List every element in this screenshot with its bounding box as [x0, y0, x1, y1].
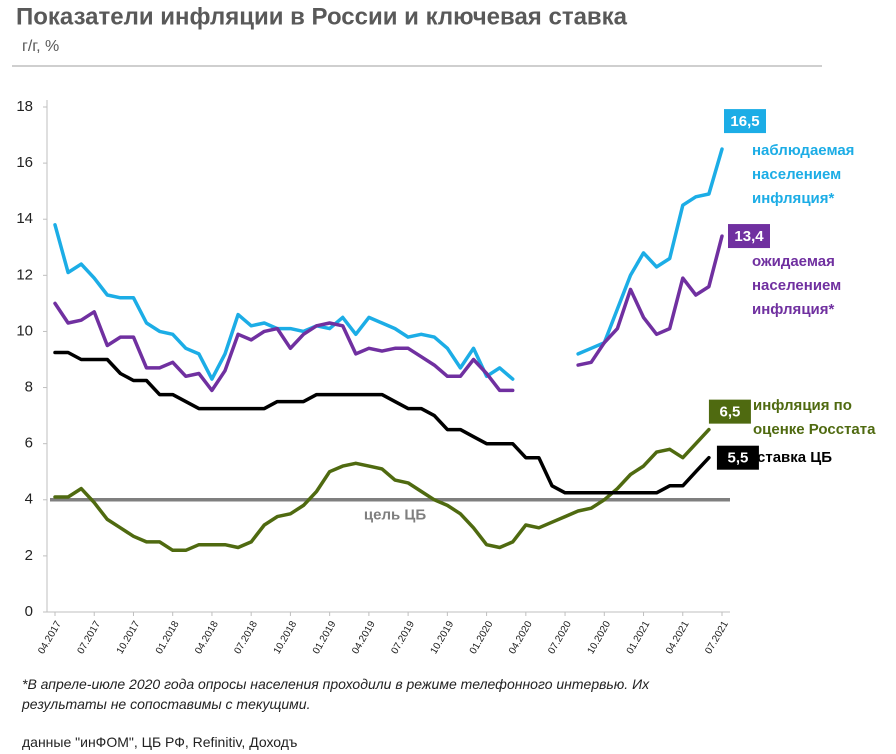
end-label: 5,5 [727, 450, 748, 467]
legend-label: наблюдаемая населением инфляция* [752, 142, 855, 208]
y-tick-label: 16 [16, 154, 33, 171]
y-tick-label: 2 [25, 547, 33, 564]
legend-label: ставка ЦБ [757, 448, 833, 466]
x-tick-label: 01.2021 [625, 619, 653, 656]
y-tick-label: 0 [25, 603, 33, 620]
y-tick-label: 8 [25, 379, 33, 396]
x-tick-label: 04.2018 [193, 619, 221, 656]
series-line [53, 350, 711, 495]
x-tick-label: 04.2021 [664, 619, 692, 656]
y-tick-label: 4 [25, 491, 33, 508]
end-label-box [724, 109, 766, 134]
x-tick-label: 04.2017 [36, 619, 64, 656]
x-tick-label: 07.2020 [546, 619, 574, 656]
x-tick-label: 10.2019 [429, 619, 457, 656]
end-label-box [728, 224, 770, 249]
footnote: *В апреле-июле 2020 года опросы населени… [22, 676, 650, 712]
y-tick-label: 10 [16, 322, 33, 339]
legend-label: инфляция по оценке Росстата [753, 396, 876, 438]
chart-title: Показатели инфляции в России и ключевая … [16, 3, 628, 30]
chart-subtitle: г/г, % [22, 38, 59, 55]
legend-label: ожидаемая населением инфляция* [752, 253, 842, 319]
x-tick-label: 01.2018 [154, 619, 182, 656]
y-tick-label: 6 [25, 435, 33, 452]
x-tick-label: 07.2019 [389, 619, 417, 656]
x-tick-label: 07.2018 [232, 619, 260, 656]
x-tick-label: 01.2019 [311, 619, 339, 656]
x-tick-label: 07.2017 [76, 619, 104, 656]
end-label: 16,5 [730, 113, 759, 130]
x-tick-label: 07.2021 [703, 619, 731, 656]
x-tick-label: 10.2018 [272, 619, 300, 656]
x-tick-label: 01.2020 [468, 619, 496, 656]
end-label-box [708, 399, 751, 424]
series-line [53, 427, 711, 553]
x-tick-label: 10.2017 [115, 619, 143, 656]
x-tick-label: 04.2019 [350, 619, 378, 656]
source: данные "инФОМ", ЦБ РФ, Refinitiv, Доходъ [22, 734, 298, 750]
x-tick-label: 10.2020 [586, 619, 614, 656]
y-tick-label: 12 [16, 266, 33, 283]
y-tick-label: 18 [16, 98, 33, 115]
series-line [53, 147, 724, 381]
series-line [53, 234, 724, 393]
y-tick-label: 14 [16, 210, 33, 227]
target-label: цель ЦБ [364, 507, 426, 524]
end-label-box [716, 445, 759, 470]
x-tick-label: 04.2020 [507, 619, 535, 656]
end-label: 13,4 [734, 228, 764, 245]
end-label: 6,5 [719, 404, 740, 421]
